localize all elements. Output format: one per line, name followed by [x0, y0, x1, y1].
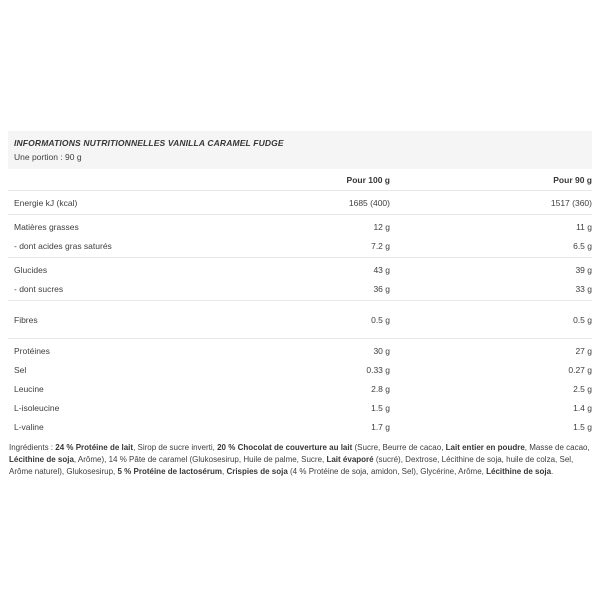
ingredient-segment: (4 % Protéine de soja, amidon, Sel), Gly…: [287, 467, 487, 476]
ingredient-bold-segment: Lait entier en poudre: [445, 443, 525, 452]
row-label: Protéines: [14, 345, 50, 356]
table-row: Leucine 2.8 g 2.5 g: [8, 379, 592, 398]
row-label: Leucine: [14, 383, 44, 394]
table-row: L-valine 1.7 g 1.5 g: [8, 417, 592, 436]
row-label: Glucides: [14, 264, 48, 275]
row-value-per100: 1685 (400): [348, 197, 390, 208]
row-value-per90: 39 g: [575, 264, 592, 275]
table-row: Matières grasses 12 g 11 g: [8, 217, 592, 236]
ingredient-bold-segment: 5 % Protéine de lactosérum: [117, 467, 222, 476]
ingredient-segment: Ingrédients :: [9, 443, 56, 452]
row-value-per100: 43 g: [373, 264, 390, 275]
nutrition-group: Protéines 30 g 27 g Sel 0.33 g 0.27 g Leucine 2…: [8, 339, 592, 438]
row-value-per90: 6.5 g: [573, 240, 592, 251]
nutrition-group: Energie kJ (kcal) 1685 (400) 1517 (360): [8, 191, 592, 215]
row-value-per100: 7.2 g: [371, 240, 390, 251]
row-value-per100: 1.5 g: [371, 402, 390, 413]
column-header-per-100g: Pour 100 g: [346, 174, 390, 185]
table-row: Glucides 43 g 39 g: [8, 260, 592, 279]
ingredient-bold-segment: Lécithine de soja: [486, 467, 552, 476]
portion-size: Une portion : 90 g: [14, 152, 82, 162]
ingredient-bold-segment: 24 % Protéine de lait: [55, 443, 134, 452]
row-value-per90: 33 g: [575, 283, 592, 294]
table-row: - dont acides gras saturés 7.2 g 6.5 g: [8, 236, 592, 255]
table-header-row: Pour 100 g Pour 90 g: [8, 169, 592, 191]
nutrition-title: INFORMATIONS NUTRITIONNELLES VANILLA CAR…: [14, 138, 284, 148]
row-value-per100: 1.7 g: [371, 421, 390, 432]
row-value-per90: 1.4 g: [573, 402, 592, 413]
row-label: Energie kJ (kcal): [14, 197, 78, 208]
ingredient-bold-segment: Lécithine de soja: [9, 455, 74, 464]
ingredient-segment: .: [551, 467, 554, 476]
row-value-per100: 2.8 g: [371, 383, 390, 394]
nutrition-header: INFORMATIONS NUTRITIONNELLES VANILLA CAR…: [8, 131, 592, 169]
table-row: Sel 0.33 g 0.27 g: [8, 360, 592, 379]
ingredient-bold-segment: 20 % Chocolat de couverture au lait: [217, 443, 353, 452]
row-label: Matières grasses: [14, 221, 79, 232]
nutrition-table-body: Energie kJ (kcal) 1685 (400) 1517 (360) Mat…: [8, 191, 592, 438]
ingredient-segment: , Masse de cacao,: [524, 443, 590, 452]
row-value-per90: 27 g: [575, 345, 592, 356]
row-label: - dont sucres: [14, 283, 64, 294]
row-value-per90: 2.5 g: [573, 383, 592, 394]
ingredient-segment: (sucré), Dextrose, Lécithine de soja, hu…: [9, 455, 574, 476]
row-value-per90: 11 g: [576, 221, 592, 232]
row-label: L-isoleucine: [14, 402, 60, 413]
nutrition-group: Matières grasses 12 g 11 g - dont acides gr…: [8, 215, 592, 258]
row-label: Sel: [14, 364, 27, 375]
ingredient-segment: ,: [221, 467, 227, 476]
nutrition-group: Glucides 43 g 39 g - dont sucres 36 g 33 g: [8, 258, 592, 301]
table-row: Fibres 0.5 g 0.5 g: [8, 310, 592, 329]
row-value-per90: 0.5 g: [573, 314, 592, 325]
nutrition-group: Fibres 0.5 g 0.5 g: [8, 301, 592, 339]
row-value-per90: 1517 (360): [550, 197, 592, 208]
row-value-per100: 36 g: [373, 283, 390, 294]
row-value-per90: 1.5 g: [573, 421, 592, 432]
table-row: Energie kJ (kcal) 1685 (400) 1517 (360): [8, 193, 592, 212]
row-value-per100: 30 g: [373, 345, 390, 356]
column-header-per-90g: Pour 90 g: [553, 174, 592, 185]
ingredients-paragraph: Ingrédients : 24 % Protéine de lait, Sir…: [8, 442, 592, 478]
table-row: L-isoleucine 1.5 g 1.4 g: [8, 398, 592, 417]
row-label: - dont acides gras saturés: [14, 240, 112, 251]
row-value-per100: 0.5 g: [371, 314, 390, 325]
row-value-per90: 0.27 g: [568, 364, 592, 375]
ingredient-bold-segment: Lait évaporé: [326, 455, 374, 464]
ingredient-segment: (Sucre, Beurre de cacao,: [352, 443, 446, 452]
row-label: L-valine: [14, 421, 44, 432]
nutrition-section: INFORMATIONS NUTRITIONNELLES VANILLA CAR…: [8, 131, 592, 478]
ingredient-segment: , Sirop de sucre inverti,: [133, 443, 218, 452]
row-label: Fibres: [14, 314, 38, 325]
ingredient-bold-segment: Crispies de soja: [226, 467, 288, 476]
table-row: - dont sucres 36 g 33 g: [8, 279, 592, 298]
table-row: Protéines 30 g 27 g: [8, 341, 592, 360]
ingredient-segment: , Arôme), 14 % Pâte de caramel (Glukoses…: [73, 455, 327, 464]
row-value-per100: 12 g: [373, 221, 390, 232]
row-value-per100: 0.33 g: [366, 364, 390, 375]
